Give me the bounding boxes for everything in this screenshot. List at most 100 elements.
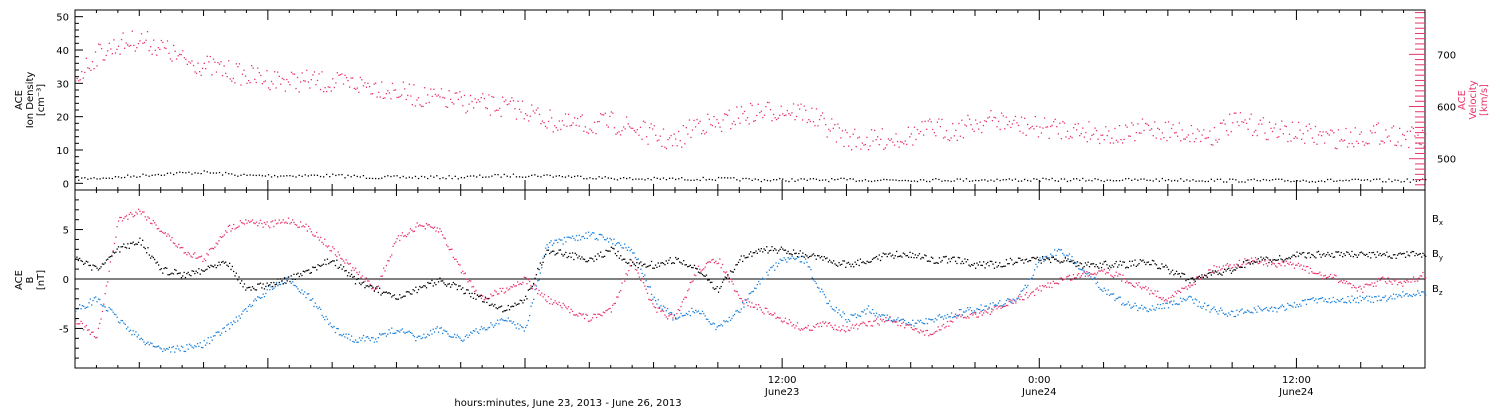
ion-density-series-point [1189,180,1191,182]
velocity-series-point [1111,137,1113,139]
by-series-point [981,309,983,312]
bz-series-point [992,309,994,311]
bz-series-point [553,302,555,304]
by-series-point [581,236,583,238]
ion-density-series-point [1076,178,1078,180]
by-series-point [764,278,766,280]
by-series-point [1412,293,1415,295]
velocity-series-point [209,55,211,58]
by-series-point [664,306,666,309]
by-series-point [502,319,504,321]
by-series-point [318,306,321,308]
bx-series-point [151,255,153,257]
by-series-point [804,258,807,260]
bz-series-point [1408,278,1411,281]
bx-series-point [119,251,121,253]
bx-series-point [1205,275,1207,277]
bx-series-point [91,269,93,271]
bx-series-point [534,277,536,279]
bx-series-point [652,267,654,269]
bz-series-point [954,316,957,318]
bx-series-point [459,285,461,287]
by-series-point [393,332,396,334]
by-series-point [950,312,953,314]
velocity-series-point [1287,140,1289,143]
ion-density-series-point [93,177,95,179]
bz-series-point [342,260,345,262]
by-series-point [733,313,736,316]
bx-series-point [225,261,227,263]
bx-series-point [937,262,939,264]
by-series-point [1415,293,1417,296]
bz-series-point [1121,280,1123,282]
ion-density-series-point [1155,178,1157,180]
ion-density-label-text: ACEIon Density[cm⁻³] [14,72,47,129]
by-series-point [1011,302,1013,304]
velocity-series-point [450,98,452,100]
by-series-point [1293,302,1296,304]
velocity-series-point [300,81,302,83]
bx-series-point [1425,255,1427,257]
velocity-series-point [607,126,609,128]
bz-series-point [116,226,118,228]
by-series-point [794,258,796,261]
velocity-series-point [927,120,929,122]
by-series-point [530,305,532,307]
by-series-point [320,308,322,310]
bx-series-point [504,310,507,312]
bx-series-point [571,252,574,254]
bz-series-point [490,293,492,295]
bx-series-point [1013,262,1016,264]
velocity-series-point [987,117,989,119]
velocity-series-point [186,63,188,65]
velocity-series-point [863,144,865,146]
ion-density-series-point [139,176,141,178]
bz-series-point [1238,259,1241,262]
bz-series-point [543,293,546,296]
by-series-point [308,293,310,295]
bx-series-point [328,263,330,265]
by-series-point [648,286,650,288]
bz-series-point [796,322,799,324]
bx-series-point [1383,253,1385,255]
bz-series-point [302,225,304,227]
bx-series-point [715,288,717,290]
ion-density-series-point [1183,180,1185,182]
bz-series-point [1047,282,1049,284]
by-series-point [518,328,520,330]
bz-series-point [257,225,259,227]
bz-series-point [1399,281,1401,283]
by-series-point [1358,302,1360,304]
ion-density-series-point [1186,179,1188,181]
bz-series-point [429,226,432,228]
velocity-series-point [757,103,759,105]
velocity-series-point [330,90,332,92]
bz-series-point [865,324,867,326]
by-series-point [207,337,209,339]
by-series-point [1091,278,1093,281]
by-series-point [1374,296,1376,298]
bz-series-point [1187,285,1190,287]
by-series-point [823,293,825,296]
bz-series-point [125,215,128,217]
bz-series-point [767,311,769,313]
velocity-series-point [1235,112,1237,114]
velocity-series-point [1345,127,1347,130]
velocity-series-point [852,133,854,135]
bx-series-point [897,256,899,258]
bx-series-point [829,259,831,261]
bx-series-point [617,250,619,253]
bx-series-point [1387,256,1389,258]
bx-series-point [270,282,272,284]
bz-series-point [168,235,171,237]
by-series-point [671,312,673,314]
by-series-point [691,307,693,309]
velocity-series-point [1264,132,1266,134]
by-series-point [1376,300,1379,302]
ion-density-series-point [393,175,395,177]
bx-series-point [96,267,98,269]
bx-series-point [1309,256,1312,259]
bx-series-point [624,258,626,260]
by-series-point [541,267,543,269]
velocity-series-point [166,40,169,42]
